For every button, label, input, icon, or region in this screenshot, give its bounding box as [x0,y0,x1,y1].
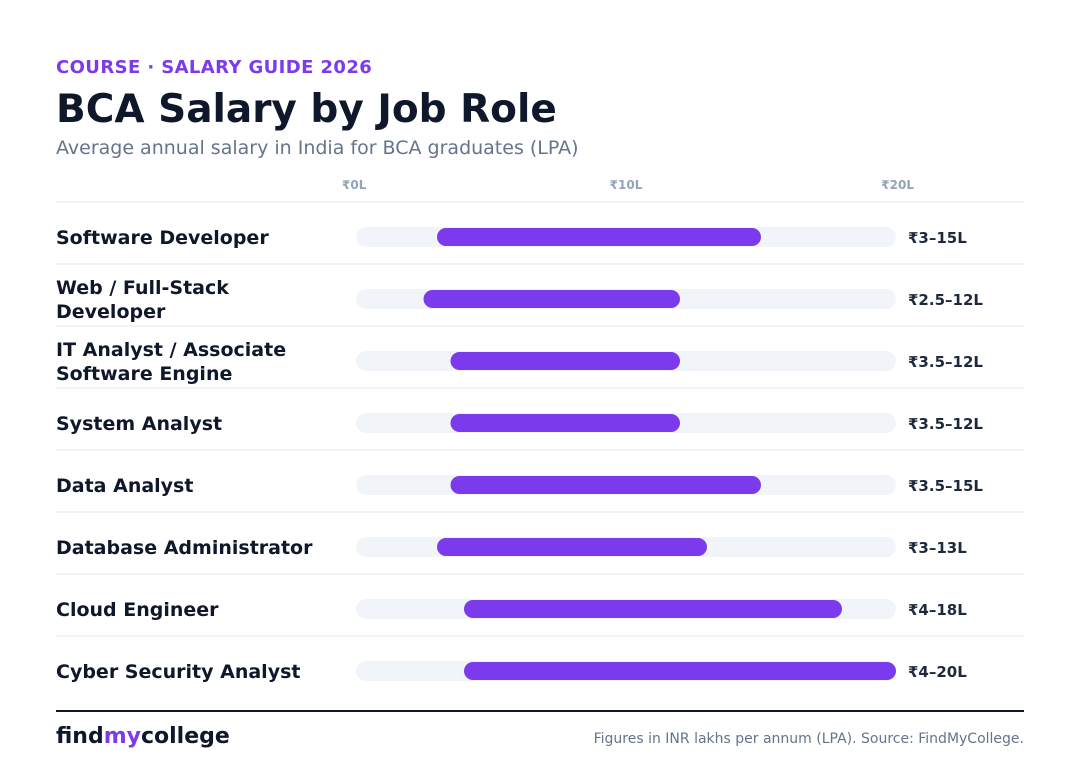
category-label: Cloud Engineer [56,599,219,621]
salary-range-bar [464,662,896,680]
category-label: Data Analyst [56,475,193,497]
category-label-line: Software Developer [56,227,269,249]
brand-logo-my: my [103,724,141,749]
category-label: System Analyst [56,413,222,435]
category-label-line: Web / Full-Stack [56,277,229,299]
category-label-line: Developer [56,301,166,323]
salary-range-bar [450,352,680,370]
category-label: Cyber Security Analyst [56,661,300,683]
category-label: Software Developer [56,227,269,249]
salary-range-bar [464,600,842,618]
x-tick-label: ₹0L [342,178,367,192]
salary-range-bar [450,414,680,432]
salary-range-bar [437,228,761,246]
category-label-line: IT Analyst / Associate [56,339,286,361]
brand-logo-college: college [140,724,230,749]
value-label: ₹2.5–12L [908,291,983,309]
category-label-line: Software Engine [56,363,232,385]
page-subtitle: Average annual salary in India for BCA g… [56,137,579,159]
value-label: ₹3–15L [908,229,967,247]
eyebrow-label: COURSE · SALARY GUIDE 2026 [56,57,373,78]
salary-range-bar [423,290,680,308]
value-label: ₹3–13L [908,539,967,557]
x-tick-label: ₹20L [881,178,914,192]
category-label-line: Cyber Security Analyst [56,661,300,683]
x-tick-label: ₹10L [610,178,643,192]
salary-range-bar [437,538,707,556]
source-note: Figures in INR lakhs per annum (LPA). So… [593,731,1024,747]
category-label: IT Analyst / Associate Software Engine [56,339,286,385]
category-label-line: Cloud Engineer [56,599,219,621]
value-label: ₹3.5–15L [908,477,983,495]
category-label-line: Database Administrator [56,537,313,559]
footer-divider [56,710,1024,712]
category-label: Database Administrator [56,537,313,559]
brand-logo-find: find [56,724,104,749]
value-label: ₹3.5–12L [908,415,983,433]
salary-range-bar [450,476,761,494]
value-label: ₹3.5–12L [908,353,983,371]
value-label: ₹4–18L [908,601,967,619]
category-label-line: System Analyst [56,413,222,435]
page-title: BCA Salary by Job Role [56,87,557,132]
category-label: Web / Full-Stack Developer [56,277,229,323]
category-label-line: Data Analyst [56,475,193,497]
brand-logo: findmycollege [56,724,230,749]
value-label: ₹4–20L [908,663,967,681]
